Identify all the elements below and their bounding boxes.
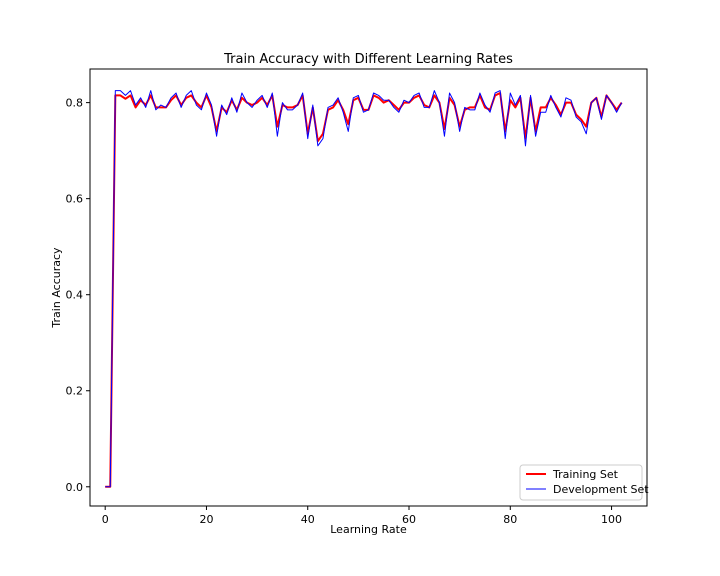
x-tick-label: 0 [102, 513, 109, 526]
y-axis-ticks: 0.0 0.2 0.4 0.6 0.8 [66, 97, 90, 494]
x-tick-label: 100 [601, 513, 622, 526]
y-tick-label: 0.4 [66, 289, 84, 302]
y-axis-title: Train Accuracy [50, 247, 63, 329]
legend-label-training-set: Training Set [552, 468, 619, 481]
y-tick-label: 0.6 [66, 193, 84, 206]
series-line-development-set [105, 90, 623, 488]
y-tick-label: 0.8 [66, 97, 84, 110]
x-axis-ticks: 0 20 40 60 80 100 [102, 506, 622, 526]
chart-title: Train Accuracy with Different Learning R… [223, 52, 513, 67]
x-axis-title: Learning Rate [330, 523, 407, 536]
plot-lines [105, 90, 623, 488]
y-tick-label: 0.2 [66, 385, 84, 398]
plot-area-frame [89, 68, 648, 507]
x-tick-label: 20 [199, 513, 213, 526]
x-tick-label: 40 [301, 513, 315, 526]
series-line-training-set [105, 92, 623, 488]
legend-box [519, 464, 643, 501]
y-tick-label: 0.0 [66, 481, 84, 494]
legend-label-development-set: Development Set [553, 483, 649, 496]
x-tick-label: 80 [503, 513, 517, 526]
legend: Training Set Development Set [519, 464, 649, 501]
x-tick-label: 60 [402, 513, 416, 526]
